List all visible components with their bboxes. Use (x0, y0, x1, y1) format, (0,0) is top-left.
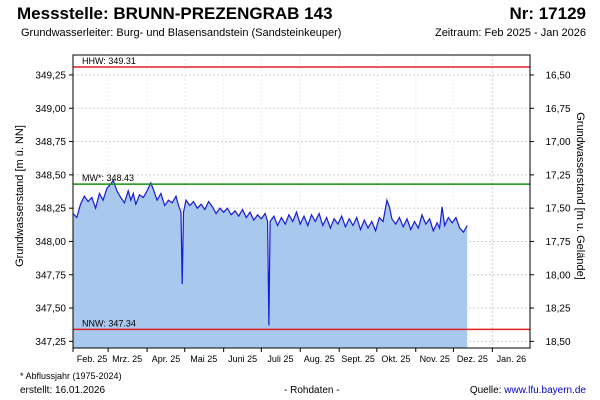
x-tick-label: Okt. 25 (381, 354, 410, 364)
created-date: erstellt: 16.01.2026 (20, 385, 106, 396)
y-tick-label: 348,25 (35, 204, 66, 215)
y2-tick-label: 17,50 (545, 204, 570, 215)
y2-tick-label: 18,00 (545, 270, 570, 281)
right-axis-ticks: 16,50 16,75 17,00 17,25 17,50 17,75 18,00 18,25… (530, 70, 571, 348)
footnote: * Abflussjahr (1975-2024) (20, 371, 122, 381)
reference-lines: HHW: 349.31 MW*: 348.43 NNW: 347.34 (73, 56, 530, 331)
y2-tick-label: 16,75 (545, 104, 570, 115)
source-label: Quelle: (469, 385, 505, 396)
y-tick-label: 349,00 (35, 104, 66, 115)
reference-label: HHW: 349.31 (82, 56, 136, 66)
x-axis-ticks: Feb. 25 Mrz. 25 Apr. 25 Mai 25 Juni 25 Juli 2… (72, 348, 527, 364)
right-axis-label: Grundwasserstand [m u. Gelände] (574, 112, 586, 280)
y2-tick-label: 17,25 (545, 170, 570, 181)
y-tick-label: 347,25 (35, 337, 66, 348)
y-tick-label: 348,00 (35, 237, 66, 248)
x-tick-label: Nov. 25 (420, 354, 450, 364)
left-axis-ticks: 349,25 349,00 348,75 348,50 348,25 348,00 347,… (35, 70, 73, 348)
station-title: Messstelle: BRUNN-PREZENGRAB 143 (17, 4, 333, 23)
x-tick-label: Feb. 25 (77, 354, 108, 364)
x-tick-label: Apr. 25 (152, 354, 181, 364)
station-number: Nr: 17129 (509, 4, 586, 23)
x-tick-label: Jan. 26 (497, 354, 527, 364)
y-tick-label: 348,50 (35, 170, 66, 181)
y-tick-label: 348,75 (35, 137, 66, 148)
x-tick-label: Mai 25 (190, 354, 217, 364)
source-link[interactable]: www.lfu.bayern.de (504, 385, 586, 396)
x-tick-label: Mrz. 25 (112, 354, 142, 364)
raw-data-note: - Rohdaten - (284, 385, 340, 396)
x-tick-label: Dez. 25 (457, 354, 488, 364)
reference-label: MW*: 348.43 (82, 173, 134, 183)
y2-tick-label: 18,50 (545, 337, 570, 348)
y-tick-label: 347,50 (35, 304, 66, 315)
x-tick-label: Aug. 25 (304, 354, 335, 364)
y2-tick-label: 18,25 (545, 304, 570, 315)
x-tick-label: Juli 25 (267, 354, 293, 364)
y2-tick-label: 17,00 (545, 137, 570, 148)
y2-tick-label: 16,50 (545, 70, 570, 81)
period-label: Zeitraum: Feb 2025 - Jan 2026 (434, 27, 586, 39)
y2-tick-label: 17,75 (545, 237, 570, 248)
aquifer-label: Grundwasserleiter: Burg- und Blasensands… (21, 27, 342, 39)
y-tick-label: 347,75 (35, 270, 66, 281)
reference-label: NNW: 347.34 (82, 318, 136, 328)
x-tick-label: Sept. 25 (341, 354, 375, 364)
y-tick-label: 349,25 (35, 70, 66, 81)
left-axis-label: Grundwasserstand [m ü. NN] (14, 125, 26, 267)
plot-frame (72, 54, 531, 349)
source-note: Quelle: www.lfu.bayern.de (470, 385, 586, 396)
level-line (72, 178, 468, 326)
x-tick-label: Juni 25 (228, 354, 257, 364)
